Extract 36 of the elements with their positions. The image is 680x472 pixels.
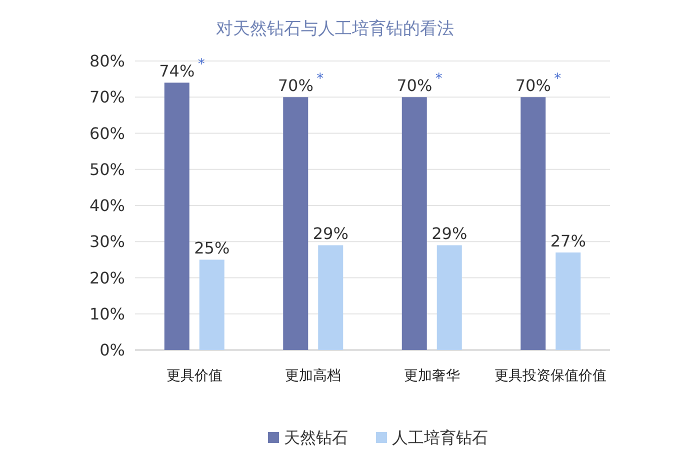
data-label: 25% [194, 238, 230, 258]
data-label: 70% [278, 76, 314, 96]
y-tick-label: 80% [89, 52, 125, 71]
bar [436, 245, 462, 350]
bar [199, 260, 224, 350]
bar [164, 82, 190, 350]
annotation: * [198, 56, 205, 73]
bar [402, 97, 427, 350]
bar [318, 245, 344, 350]
data-label: 70% [396, 76, 432, 96]
data-label: 29% [432, 224, 468, 244]
bar [283, 97, 308, 350]
y-tick-label: 40% [89, 196, 125, 216]
x-tick-label: 更加奢华 [404, 368, 460, 384]
legend-label: 人工培育钻石 [392, 428, 488, 447]
bar [520, 97, 546, 350]
y-tick-label: 10% [89, 304, 125, 324]
legend-label: 天然钻石 [284, 428, 348, 447]
y-tick-label: 0% [100, 340, 125, 360]
annotation: * [316, 71, 324, 88]
y-tick-label: 20% [89, 268, 125, 288]
data-label: 27% [550, 231, 586, 250]
y-tick-label: 60% [89, 124, 125, 143]
y-tick-label: 30% [89, 232, 125, 252]
data-label: 29% [312, 224, 348, 244]
y-tick-label: 70% [89, 88, 125, 107]
x-tick-label: 更具价值 [166, 368, 222, 384]
x-tick-label: 更加高档 [285, 368, 342, 384]
chart-title: 对天然钻石与人工培育钻的看法 [216, 19, 454, 39]
data-label: 74% [159, 62, 195, 81]
annotation: * [554, 71, 562, 88]
annotation: * [435, 71, 442, 88]
y-tick-label: 50% [89, 160, 125, 179]
data-label: 70% [515, 76, 551, 96]
bar [556, 252, 581, 350]
x-tick-label: 更具投资保值价值 [494, 368, 607, 384]
